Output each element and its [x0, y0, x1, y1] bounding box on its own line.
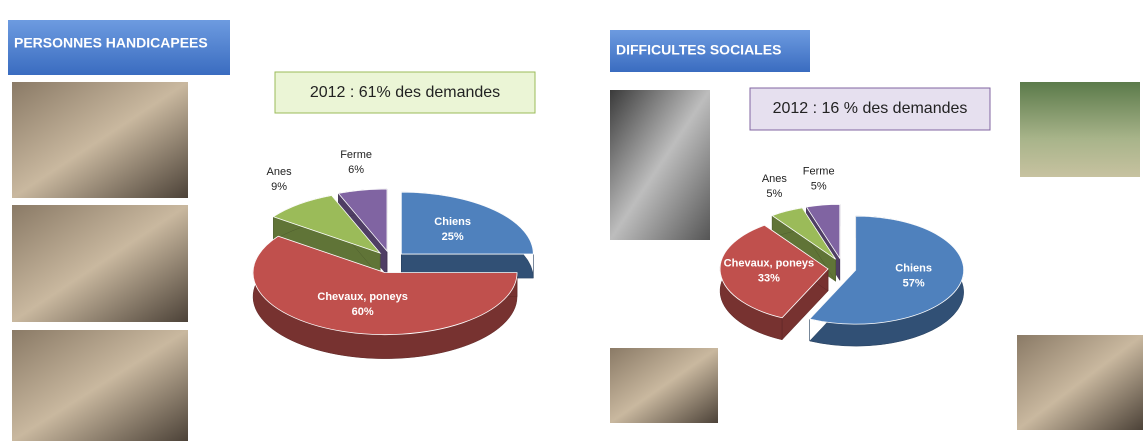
photo: [1020, 82, 1140, 177]
slice: [337, 188, 388, 253]
note: 2012 : 16 % des demandes: [773, 100, 968, 117]
slice-value-label: 9%: [271, 181, 287, 193]
slice: [808, 215, 965, 325]
photo: [12, 205, 188, 322]
slice-value-label: 33%: [758, 273, 780, 285]
slice: [771, 207, 836, 260]
note-box: [274, 71, 536, 114]
slice-category: Chevaux, poneys: [317, 291, 407, 303]
slice-category: Anes: [762, 173, 788, 185]
photo: [12, 330, 188, 441]
slice-category: Chiens: [434, 216, 471, 228]
slice-value-label: 25%: [442, 231, 464, 243]
slice-value-label: 6%: [348, 164, 364, 176]
note: 2012 : 61% des demandes: [310, 84, 500, 101]
header-title: DIFFICULTES SOCIALES: [616, 42, 781, 58]
slice: [272, 195, 382, 254]
photo: [1017, 335, 1143, 430]
header-title: PERSONNES HANDICAPEES: [14, 35, 208, 51]
slice-category: Chiens: [895, 263, 932, 275]
photo: [610, 348, 718, 423]
slice-category: Ferme: [340, 149, 372, 161]
slice-value-label: 57%: [903, 278, 925, 290]
header-banner: [8, 20, 230, 75]
photo: [12, 82, 188, 198]
slice: [719, 224, 829, 319]
photo: [610, 90, 710, 240]
slice: [252, 235, 518, 336]
slice-value-label: 5%: [811, 181, 827, 193]
slice-category: Anes: [267, 166, 293, 178]
slice-category: Ferme: [803, 166, 835, 178]
slice-category: Chevaux, poneys: [724, 258, 814, 270]
slice-value-label: 60%: [352, 306, 374, 318]
slice: [400, 191, 534, 255]
slice: [805, 203, 841, 260]
slice-value-label: 5%: [766, 188, 782, 200]
note-box: [749, 87, 991, 131]
header-banner: [610, 30, 810, 72]
